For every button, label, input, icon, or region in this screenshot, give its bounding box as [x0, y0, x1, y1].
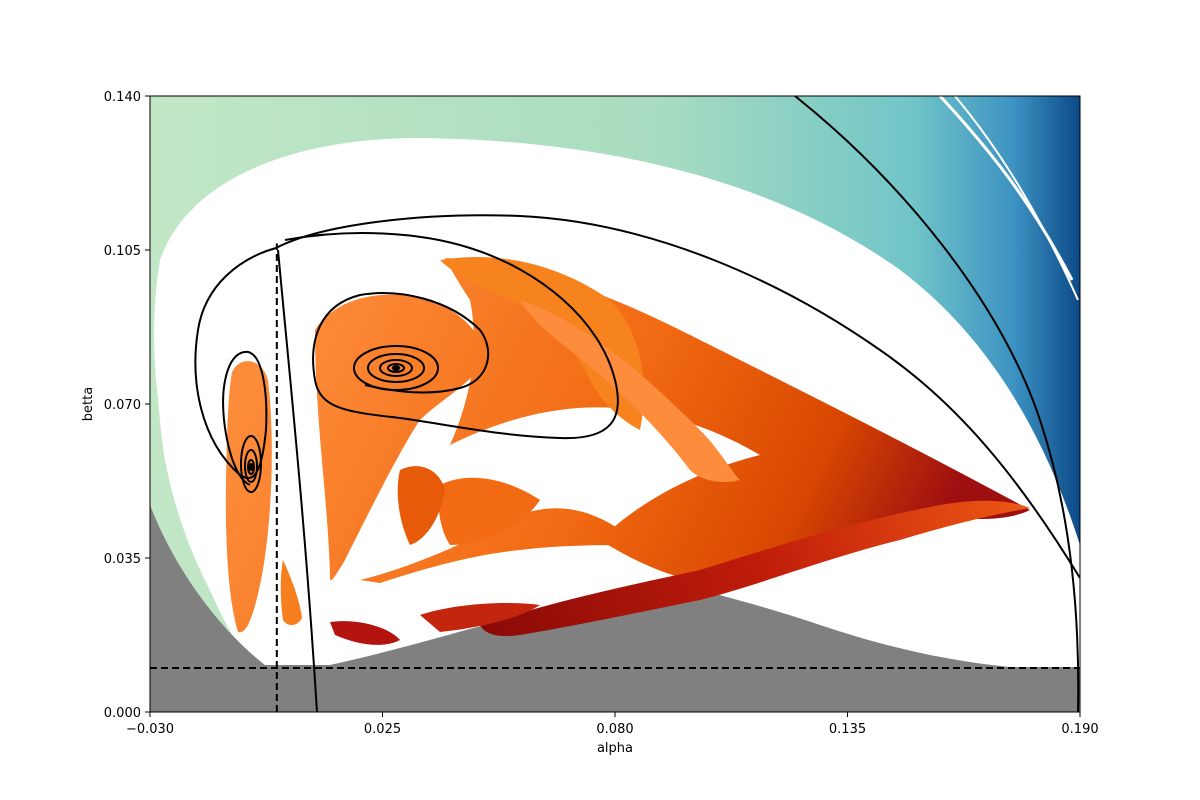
upper-loop-curve — [284, 232, 619, 440]
y-tick-label: 0.105 — [104, 244, 141, 259]
outer-arc-curve — [794, 96, 1080, 712]
x-tick-label: 0.080 — [596, 722, 633, 737]
spiral-curve — [240, 435, 262, 493]
orange-fragment — [438, 477, 540, 545]
x-tick-label: 0.190 — [1061, 722, 1098, 737]
large-loop-curve — [275, 214, 1080, 579]
dark-red-band — [480, 500, 1030, 637]
x-tick-label: 0.135 — [829, 722, 866, 737]
white-streak — [954, 96, 1079, 301]
y-tick-label: 0.140 — [104, 90, 141, 105]
white-streak — [938, 96, 1074, 281]
separatrix-curves — [194, 96, 1080, 712]
y-tick-label: 0.035 — [104, 552, 141, 567]
orange-attractor-regions — [225, 256, 1030, 633]
x-tick-label: 0.025 — [364, 722, 401, 737]
y-axis: 0.000 0.035 0.070 0.105 0.140 — [104, 90, 150, 721]
spiral-curve — [353, 345, 439, 391]
plot-area — [150, 96, 1080, 712]
x-tick-label: −0.030 — [126, 722, 174, 737]
x-axis: −0.030 0.025 0.080 0.135 0.190 — [126, 712, 1099, 737]
dark-red-streak — [420, 603, 540, 632]
reference-lines — [150, 243, 1080, 712]
y-tick-label: 0.000 — [104, 706, 141, 721]
inner-loop-curve — [194, 247, 277, 486]
teal-blue-region — [150, 96, 1080, 640]
orange-fragment — [397, 466, 445, 545]
y-tick-label: 0.070 — [104, 398, 141, 413]
x-axis-label: alpha — [597, 741, 633, 756]
y-axis-label: betta — [81, 387, 96, 421]
lower-separatrix-curve — [277, 249, 318, 712]
dark-red-streak — [330, 621, 400, 645]
